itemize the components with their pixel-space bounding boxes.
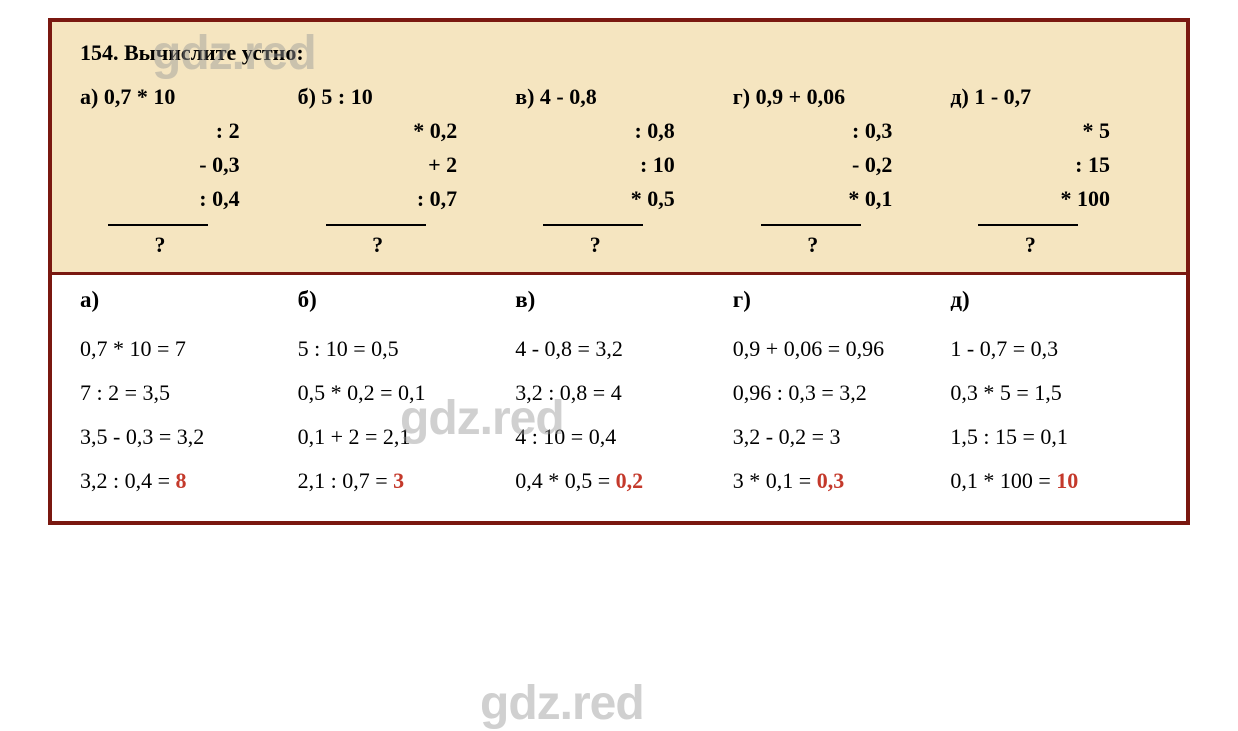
problem-op-line: - 0,2 [733, 148, 941, 182]
problem-op-line: : 0,7 [298, 182, 506, 216]
problem-question: ? [960, 228, 1100, 262]
solution-answer: 8 [176, 468, 187, 493]
solution-answer: 0,3 [817, 468, 845, 493]
problem-op-line: : 10 [515, 148, 723, 182]
problem-op-line: + 2 [298, 148, 506, 182]
problem-first-line: а) 0,7 * 10 [80, 80, 288, 114]
problem-divider [543, 224, 643, 226]
problem-question: ? [90, 228, 230, 262]
solution-label: а) [80, 277, 288, 323]
solution-step: 0,7 * 10 = 7 [80, 327, 288, 371]
solution-step: 3,2 - 0,2 = 3 [733, 415, 941, 459]
problem-op-line: * 100 [950, 182, 1158, 216]
problem-col-d: д) 1 - 0,7 * 5 : 15 * 100 ? [950, 80, 1158, 262]
solution-final: 3 * 0,1 = 0,3 [733, 459, 941, 503]
problem-op-line: * 0,1 [733, 182, 941, 216]
solution-section: а) 0,7 * 10 = 7 7 : 2 = 3,5 3,5 - 0,3 = … [52, 275, 1186, 521]
solution-final: 0,4 * 0,5 = 0,2 [515, 459, 723, 503]
solution-label: в) [515, 277, 723, 323]
watermark-bottom: gdz.red [480, 676, 644, 731]
solution-step: 0,3 * 5 = 1,5 [950, 371, 1158, 415]
exercise-container: 154. Вычислите устно: а) 0,7 * 10 : 2 - … [48, 18, 1190, 525]
solution-step: 4 : 10 = 0,4 [515, 415, 723, 459]
problem-col-b: б) 5 : 10 * 0,2 + 2 : 0,7 ? [298, 80, 506, 262]
problem-op-line: - 0,3 [80, 148, 288, 182]
problem-columns-row: а) 0,7 * 10 : 2 - 0,3 : 0,4 ? б) 5 : 10 … [80, 80, 1158, 262]
solution-answer: 10 [1056, 468, 1078, 493]
solution-step: 3,2 : 0,8 = 4 [515, 371, 723, 415]
solution-col-a: а) 0,7 * 10 = 7 7 : 2 = 3,5 3,5 - 0,3 = … [80, 277, 288, 503]
problem-title: 154. Вычислите устно: [80, 40, 1158, 66]
problem-first-line: д) 1 - 0,7 [950, 80, 1158, 114]
solution-col-b: б) 5 : 10 = 0,5 0,5 * 0,2 = 0,1 0,1 + 2 … [298, 277, 506, 503]
problem-op-line: : 2 [80, 114, 288, 148]
problem-divider [761, 224, 861, 226]
solution-final: 3,2 : 0,4 = 8 [80, 459, 288, 503]
problem-first-line: б) 5 : 10 [298, 80, 506, 114]
solution-answer: 3 [393, 468, 404, 493]
solution-step: 7 : 2 = 3,5 [80, 371, 288, 415]
problem-divider [978, 224, 1078, 226]
problem-op-line: * 0,5 [515, 182, 723, 216]
problem-col-g: г) 0,9 + 0,06 : 0,3 - 0,2 * 0,1 ? [733, 80, 941, 262]
problem-divider [326, 224, 426, 226]
solution-step: 3,5 - 0,3 = 3,2 [80, 415, 288, 459]
solution-final: 0,1 * 100 = 10 [950, 459, 1158, 503]
problem-question: ? [743, 228, 883, 262]
solution-step: 4 - 0,8 = 3,2 [515, 327, 723, 371]
solution-col-v: в) 4 - 0,8 = 3,2 3,2 : 0,8 = 4 4 : 10 = … [515, 277, 723, 503]
solution-label: г) [733, 277, 941, 323]
solution-columns-row: а) 0,7 * 10 = 7 7 : 2 = 3,5 3,5 - 0,3 = … [80, 277, 1158, 503]
solution-answer: 0,2 [616, 468, 644, 493]
solution-step: 1 - 0,7 = 0,3 [950, 327, 1158, 371]
problem-first-line: в) 4 - 0,8 [515, 80, 723, 114]
solution-step: 0,5 * 0,2 = 0,1 [298, 371, 506, 415]
solution-step: 0,1 + 2 = 2,1 [298, 415, 506, 459]
problem-op-line: : 0,3 [733, 114, 941, 148]
problem-section: 154. Вычислите устно: а) 0,7 * 10 : 2 - … [52, 22, 1186, 275]
solution-step: 5 : 10 = 0,5 [298, 327, 506, 371]
problem-col-a: а) 0,7 * 10 : 2 - 0,3 : 0,4 ? [80, 80, 288, 262]
problem-divider [108, 224, 208, 226]
solution-final: 2,1 : 0,7 = 3 [298, 459, 506, 503]
problem-op-line: : 15 [950, 148, 1158, 182]
problem-op-line: : 0,8 [515, 114, 723, 148]
problem-question: ? [525, 228, 665, 262]
solution-step: 0,9 + 0,06 = 0,96 [733, 327, 941, 371]
solution-col-g: г) 0,9 + 0,06 = 0,96 0,96 : 0,3 = 3,2 3,… [733, 277, 941, 503]
solution-col-d: д) 1 - 0,7 = 0,3 0,3 * 5 = 1,5 1,5 : 15 … [950, 277, 1158, 503]
problem-first-line: г) 0,9 + 0,06 [733, 80, 941, 114]
problem-op-line: * 5 [950, 114, 1158, 148]
solution-step: 0,96 : 0,3 = 3,2 [733, 371, 941, 415]
problem-op-line: : 0,4 [80, 182, 288, 216]
problem-question: ? [308, 228, 448, 262]
solution-label: б) [298, 277, 506, 323]
problem-op-line: * 0,2 [298, 114, 506, 148]
solution-step: 1,5 : 15 = 0,1 [950, 415, 1158, 459]
solution-label: д) [950, 277, 1158, 323]
problem-col-v: в) 4 - 0,8 : 0,8 : 10 * 0,5 ? [515, 80, 723, 262]
